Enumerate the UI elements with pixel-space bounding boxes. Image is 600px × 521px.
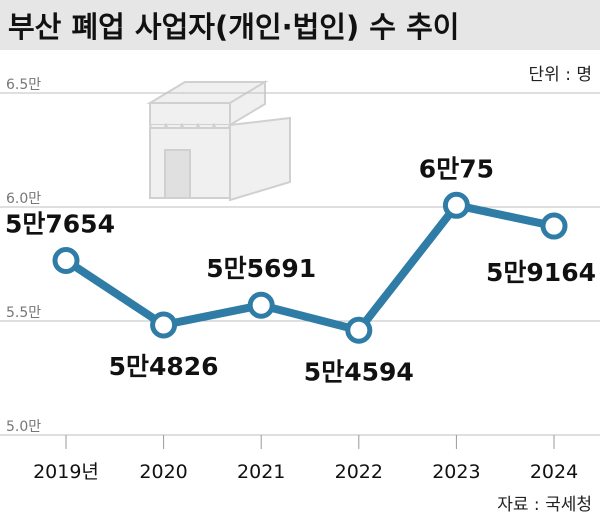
- label-layer: 5만7654 5만4826 5만5691 5만4594 6만75 5만9164: [5, 154, 596, 386]
- x-tick-label: 2023: [432, 461, 480, 483]
- data-label: 5만9164: [486, 258, 596, 287]
- grid-layer: [0, 92, 600, 436]
- y-tick-label: 6.0만: [6, 191, 41, 207]
- data-label: 5만4826: [109, 352, 219, 381]
- y-tick-label: 5.5만: [6, 305, 41, 321]
- y-tick-label: 6.5만: [6, 77, 41, 93]
- data-point: [345, 316, 373, 344]
- source-label: 자료 : 국세청: [497, 495, 592, 515]
- unit-label: 단위 : 명: [529, 65, 592, 85]
- y-tick-label: 5.0만: [6, 419, 41, 435]
- data-label: 5만4594: [304, 357, 414, 386]
- x-tick-label: 2024: [530, 461, 578, 483]
- x-tick-label: 2022: [335, 461, 383, 483]
- tick-layer: 5.0만 5.5만 6.0만 6.5만 2019년 2020 2021 2022 2023 202…: [6, 77, 578, 483]
- x-tick-label: 2020: [139, 461, 187, 483]
- title-background: [0, 0, 600, 50]
- data-point: [442, 191, 470, 219]
- data-point: [540, 212, 568, 240]
- chart-title: 부산 폐업 사업자(개인·법인) 수 추이: [8, 10, 459, 44]
- data-label: 5만7654: [5, 209, 115, 238]
- data-point: [247, 291, 275, 319]
- data-label: 5만5691: [206, 254, 316, 283]
- x-tick-label: 2021: [237, 461, 285, 483]
- x-tick-label: 2019년: [33, 461, 99, 483]
- series-layer: [52, 191, 568, 344]
- store-icon: [146, 80, 291, 202]
- data-label: 6만75: [419, 154, 494, 183]
- series-line: [62, 201, 558, 335]
- data-point: [52, 246, 80, 274]
- data-point: [150, 311, 178, 339]
